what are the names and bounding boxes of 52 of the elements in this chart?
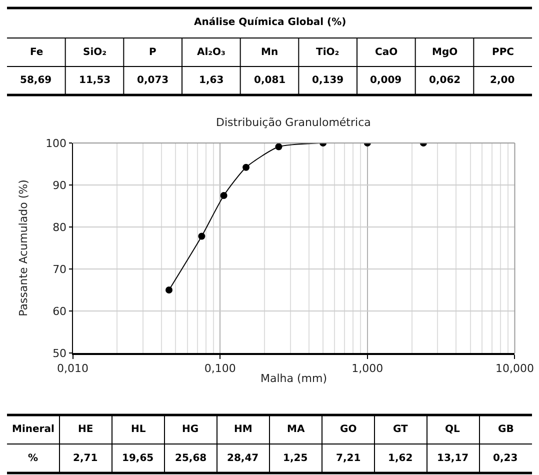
text: HE	[78, 424, 94, 435]
text: CaO	[375, 47, 398, 58]
y-tick-label: 60	[52, 304, 67, 318]
text: Al₂O₃	[197, 47, 226, 58]
text: 11,53	[79, 75, 111, 86]
y-tick-label: 80	[52, 220, 67, 234]
x-tick-label: 10,000	[495, 362, 534, 376]
text: Mineral	[12, 424, 54, 435]
text: QL	[445, 424, 460, 435]
text: GT	[393, 424, 408, 435]
y-tick-label: 50	[52, 346, 67, 360]
text: 7,21	[336, 453, 361, 464]
x-axis-title: Malha (mm)	[260, 372, 328, 385]
text: PPC	[492, 47, 514, 58]
text: %	[28, 453, 38, 464]
text: 0,23	[493, 453, 518, 464]
text: 13,17	[437, 453, 469, 464]
text: 2,71	[73, 453, 98, 464]
text: GB	[498, 424, 514, 435]
text: 1,63	[199, 75, 224, 86]
y-tick-label: 100	[46, 136, 67, 150]
x-tick-label: 0,100	[204, 362, 236, 376]
y-tick-label: 70	[52, 262, 67, 276]
text: TiO₂	[316, 47, 340, 58]
text: 0,062	[429, 75, 461, 86]
text: 1,25	[283, 453, 308, 464]
text: 0,139	[312, 75, 344, 86]
text: HL	[131, 424, 146, 435]
text: 25,68	[175, 453, 207, 464]
x-tick-label: 1,000	[352, 362, 384, 376]
y-axis-title: Passante Acumulado (%)	[17, 180, 30, 316]
y-tick-label: 90	[52, 178, 67, 192]
text: HG	[182, 424, 199, 435]
text: MgO	[432, 47, 458, 58]
text: 0,073	[137, 75, 169, 86]
text: Mn	[261, 47, 278, 58]
text: HM	[234, 424, 252, 435]
text: Fe	[30, 47, 44, 58]
text: P	[149, 47, 156, 58]
text: 2,00	[490, 75, 515, 86]
text: MA	[287, 424, 305, 435]
text: Análise Química Global (%)	[194, 17, 346, 28]
chart-title: Distribuição Granulométrica	[216, 116, 371, 129]
text: 28,47	[227, 453, 259, 464]
x-tick-label: 0,010	[57, 362, 89, 376]
text: SiO₂	[83, 47, 107, 58]
text: 1,62	[388, 453, 413, 464]
text: 58,69	[20, 75, 52, 86]
text: GO	[340, 424, 357, 435]
text: 0,081	[254, 75, 286, 86]
text: 19,65	[122, 453, 154, 464]
text: 0,009	[370, 75, 402, 86]
